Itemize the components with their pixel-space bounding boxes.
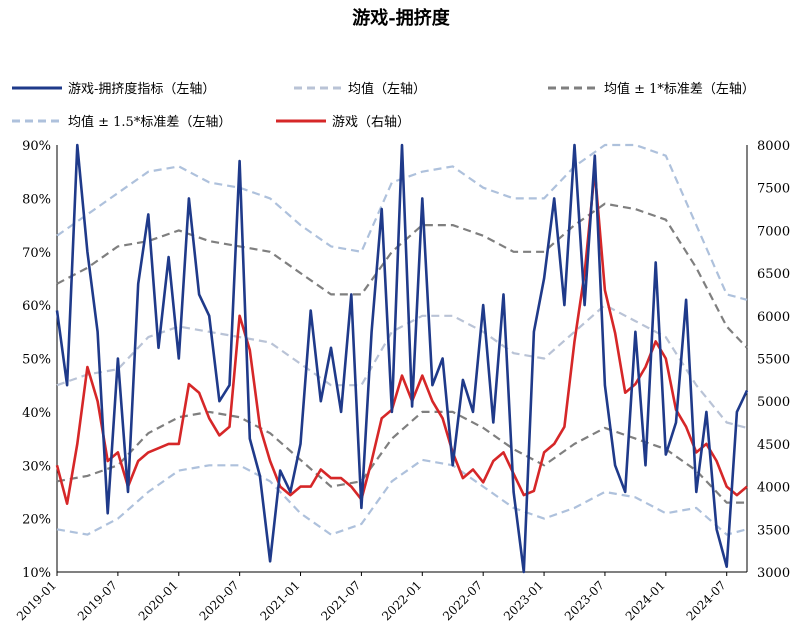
legend-item-std15: 均值 ± 1.5*标准差（左轴）: [12, 114, 231, 130]
legend-item-game: 游戏（右轴）: [276, 115, 410, 130]
y-right-tick-label: 6500: [757, 267, 790, 282]
legend: 游戏-拥挤度指标（左轴） 均值（左轴） 均值 ± 1*标准差（左轴） 均值 ± …: [12, 81, 755, 130]
x-tick-label: 2022-01: [379, 578, 424, 623]
y-left-tick-label: 50%: [22, 353, 51, 368]
y-right-tick-label: 4500: [757, 438, 790, 453]
x-tick-label: 2024-07: [684, 578, 729, 623]
chart-title: 游戏-拥挤度: [352, 7, 450, 29]
y-left-tick-label: 10%: [22, 566, 51, 581]
legend-label-game: 游戏（右轴）: [332, 115, 410, 130]
y-left-tick-label: 60%: [22, 299, 51, 314]
legend-item-mean: 均值（左轴）: [294, 81, 426, 97]
series-std1-lower: [56, 410, 747, 504]
series-std1-upper: [56, 202, 748, 349]
y-right-tick-label: 7000: [757, 224, 790, 239]
y-right-tick-label: 5500: [757, 353, 790, 368]
series-std15-upper: [56, 143, 748, 301]
legend-label-std15: 均值 ± 1.5*标准差（左轴）: [68, 114, 231, 130]
x-tick-label: 2020-07: [197, 578, 242, 623]
x-tick-label: 2019-01: [14, 578, 59, 623]
legend-item-std1: 均值 ± 1*标准差（左轴）: [548, 81, 755, 97]
x-tick-label: 2022-07: [440, 578, 485, 623]
y-right-tick-label: 8000: [757, 139, 790, 154]
legend-label-std1: 均值 ± 1*标准差（左轴）: [604, 81, 755, 97]
x-tick-label: 2023-07: [562, 578, 607, 623]
x-tick-label: 2023-01: [501, 578, 546, 623]
y-right-tick-label: 7500: [757, 182, 790, 197]
y-right-tick-label: 3500: [757, 523, 790, 538]
axes: 10% 20% 30% 40% 50% 60% 70% 80% 90% 3000 3500 4000 4…: [14, 139, 790, 623]
y-left-tick-label: 80%: [22, 192, 51, 207]
legend-item-crowding-index: 游戏-拥挤度指标（左轴）: [12, 81, 215, 97]
y-left-tick-label: 30%: [22, 459, 51, 474]
y-left-tick-label: 40%: [22, 406, 51, 421]
plot-area: [55, 143, 749, 574]
series-crowding-index: [55, 143, 749, 574]
y-right-tick-label: 4000: [757, 481, 790, 496]
y-right-tick-label: 6000: [757, 310, 790, 325]
y-left-tick-label: 90%: [22, 139, 51, 154]
x-tick-label: 2024-01: [623, 578, 668, 623]
y-left-tick-label: 70%: [22, 246, 51, 261]
x-tick-label: 2019-07: [75, 578, 120, 623]
legend-label-mean: 均值（左轴）: [348, 81, 426, 97]
x-tick-label: 2020-01: [136, 578, 181, 623]
series-mean: [56, 304, 748, 429]
y-left-tick-label: 20%: [22, 513, 51, 528]
series-std15-lower: [56, 458, 748, 536]
x-tick-label: 2021-01: [257, 578, 302, 623]
y-right-tick-label: 5000: [757, 395, 790, 410]
x-tick-label: 2021-07: [318, 578, 363, 623]
legend-label-crowding-index: 游戏-拥挤度指标（左轴）: [68, 81, 215, 97]
y-right-tick-label: 3000: [757, 566, 790, 581]
